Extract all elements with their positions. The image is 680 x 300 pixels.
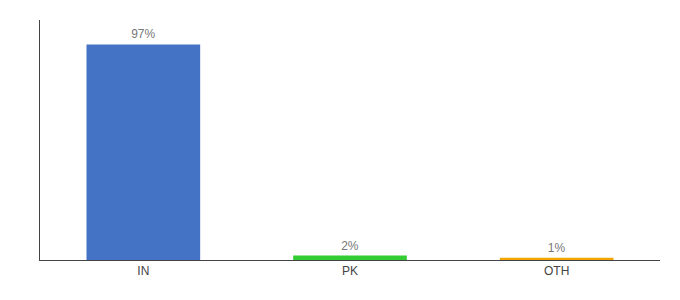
svg-text:PK: PK — [342, 264, 358, 278]
svg-text:97%: 97% — [131, 27, 155, 41]
svg-text:OTH: OTH — [544, 264, 569, 278]
svg-text:IN: IN — [137, 264, 149, 278]
svg-text:2%: 2% — [341, 239, 359, 253]
svg-text:1%: 1% — [548, 241, 566, 255]
